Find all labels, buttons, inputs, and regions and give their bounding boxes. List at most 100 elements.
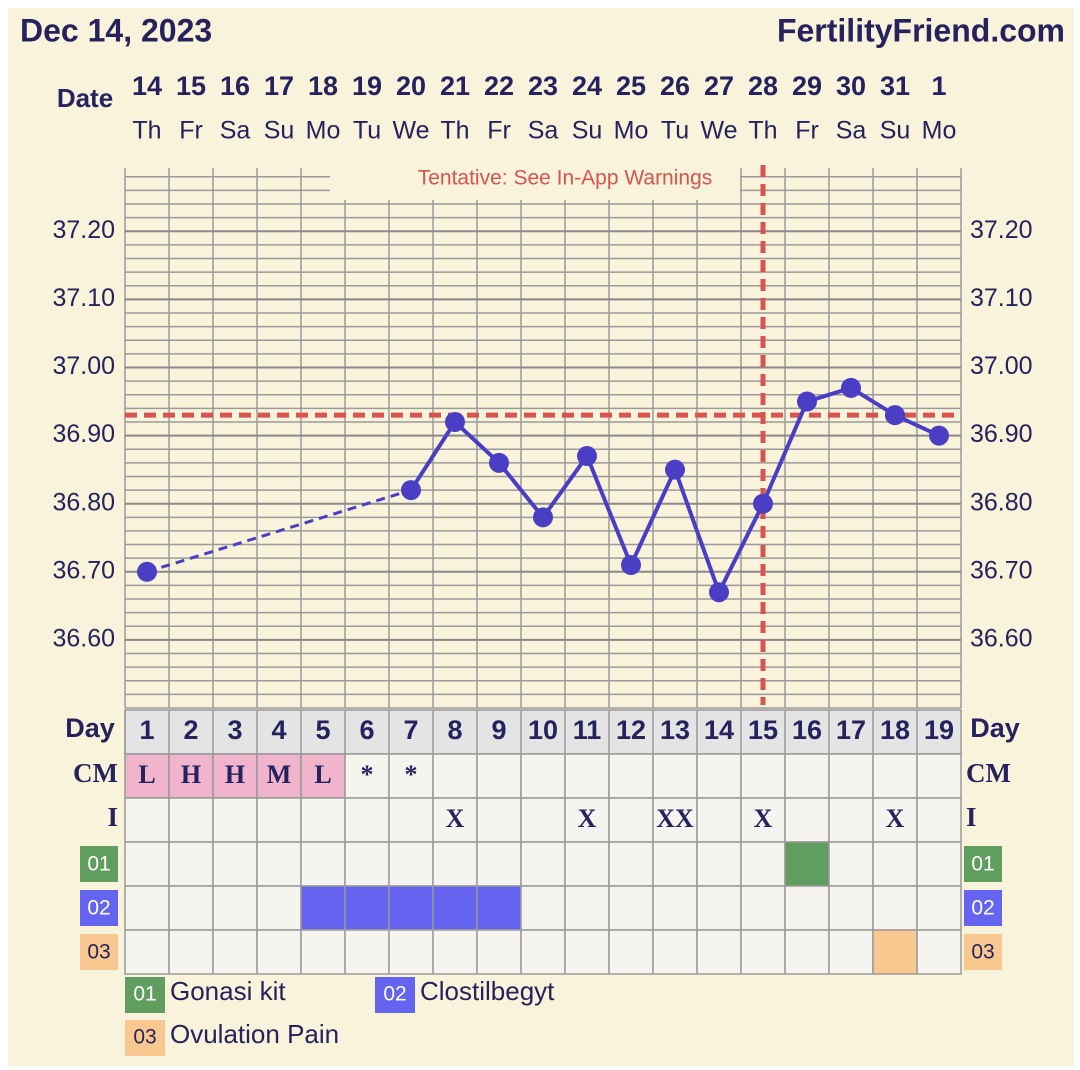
cell — [432, 885, 478, 931]
cell — [476, 841, 522, 887]
cell — [784, 885, 830, 931]
temperature-point — [137, 561, 157, 582]
y-tick-label-right: 37.10 — [970, 284, 1033, 312]
cell — [828, 841, 874, 887]
cell — [784, 841, 830, 887]
cell — [168, 885, 214, 931]
cycle-day: 5 — [315, 715, 330, 745]
cycle-day: 16 — [792, 715, 822, 745]
weekday-label: We — [700, 117, 737, 145]
row-label-right-box — [964, 846, 1002, 882]
cell — [212, 929, 258, 975]
date-label: 27 — [704, 71, 734, 101]
temperature-point — [753, 493, 773, 514]
temperature-point — [621, 554, 641, 575]
row-label-right: CM — [966, 758, 1011, 788]
cell-text: XX — [656, 804, 694, 833]
cell — [300, 841, 346, 887]
cell — [872, 753, 918, 799]
date-label: 21 — [440, 71, 470, 101]
date-label: 22 — [484, 71, 514, 101]
weekday-label: Mo — [922, 117, 957, 145]
cycle-day: 14 — [704, 715, 734, 745]
weekday-label: Th — [440, 117, 469, 145]
cycle-day: 7 — [403, 715, 418, 745]
cell-text: * — [405, 760, 418, 789]
row-label-box — [80, 846, 118, 882]
y-tick-label: 36.90 — [52, 420, 115, 448]
date-label: 19 — [352, 71, 382, 101]
cell — [696, 753, 742, 799]
cycle-day: 8 — [447, 715, 462, 745]
weekday-label: Su — [264, 117, 295, 145]
cell — [564, 841, 610, 887]
chart-title: Dec 14, 2023 — [20, 12, 212, 48]
cell — [564, 929, 610, 975]
weekday-label: Tu — [353, 117, 381, 145]
cell — [124, 885, 170, 931]
cell — [916, 885, 962, 931]
cell — [828, 797, 874, 843]
cell — [476, 797, 522, 843]
cycle-day: 1 — [139, 715, 154, 745]
cell — [828, 885, 874, 931]
row-label: 02 — [87, 897, 110, 920]
cell — [916, 753, 962, 799]
cell — [916, 797, 962, 843]
temperature-point — [489, 452, 509, 473]
gap-connector — [146, 488, 412, 574]
row-label: 01 — [87, 853, 110, 876]
cell — [696, 885, 742, 931]
cell — [828, 929, 874, 975]
y-tick-label: 36.80 — [52, 488, 115, 516]
row-label-right-box — [964, 890, 1002, 926]
cell — [696, 929, 742, 975]
cell — [300, 885, 346, 931]
cell — [432, 753, 478, 799]
date-label: 18 — [308, 71, 338, 101]
cell — [608, 753, 654, 799]
cell — [520, 753, 566, 799]
date-label: 16 — [220, 71, 250, 101]
cell — [740, 885, 786, 931]
date-label: 1 — [931, 71, 946, 101]
row-label-right: 03 — [971, 941, 994, 964]
cycle-day: 13 — [660, 715, 690, 745]
cell — [564, 885, 610, 931]
site-name: FertilityFriend.com — [777, 12, 1065, 48]
cell — [476, 885, 522, 931]
weekday-label: Th — [132, 117, 161, 145]
date-label: 15 — [176, 71, 206, 101]
weekday-label: Th — [748, 117, 777, 145]
row-label-box — [80, 890, 118, 926]
cell — [300, 929, 346, 975]
cell-text: H — [181, 760, 201, 789]
cycle-day: 19 — [924, 715, 954, 745]
temperature-point — [665, 459, 685, 480]
cell — [344, 797, 390, 843]
cycle-day: 10 — [528, 715, 558, 745]
cycle-day: 6 — [359, 715, 374, 745]
cell — [476, 753, 522, 799]
y-tick-label-right: 37.00 — [970, 352, 1033, 380]
legend-code: 02 — [383, 983, 406, 1006]
cell — [344, 929, 390, 975]
weekday-label: Mo — [306, 117, 341, 145]
row-label-right: I — [966, 802, 977, 832]
temperature-point — [841, 377, 861, 398]
temperature-point — [401, 480, 421, 501]
cell — [256, 929, 302, 975]
cell-text: X — [886, 804, 905, 833]
weekday-label: Su — [572, 117, 603, 145]
cell — [608, 841, 654, 887]
cell — [652, 929, 698, 975]
date-label: 28 — [748, 71, 778, 101]
cell-text: L — [314, 760, 331, 789]
legend-label: Clostilbegyt — [420, 976, 555, 1006]
cell — [388, 841, 434, 887]
row-label: CM — [73, 758, 118, 788]
cell-text: * — [361, 760, 374, 789]
cell — [520, 885, 566, 931]
temperature-point — [709, 582, 729, 603]
temperature-point — [533, 507, 553, 528]
